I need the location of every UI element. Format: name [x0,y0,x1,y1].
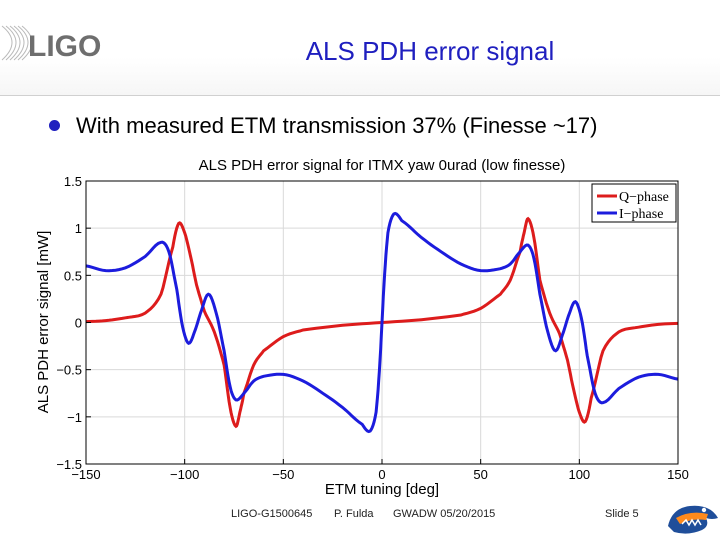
footer-author: P. Fulda [334,508,374,520]
footer-doc-id: LIGO-G1500645 [231,508,313,520]
x-tick-label: −150 [71,467,100,482]
y-tick-label: −1.5 [56,457,82,472]
x-tick-label: 50 [473,467,487,482]
y-ticks: 1.5 1 0.5 0 −0.5 −1 −1.5 [56,174,91,472]
bullet-text: With measured ETM transmission 37% (Fine… [76,113,598,138]
y-tick-label: 1 [75,221,82,236]
chart: −150 −100 −50 0 50 100 150 1.510.50−0.5−1−1.5 … [35,157,689,498]
x-tick-label: 100 [568,467,590,482]
chart-title: ALS PDH error signal for ITMX yaw 0urad … [199,157,566,174]
footer-meeting: GWADW 05/20/2015 [393,508,496,520]
grid [86,181,678,464]
legend: Q−phase I−phase [591,183,677,223]
header-band [0,0,720,95]
x-tick-label: −100 [170,467,199,482]
uf-gator-logo [668,505,718,534]
header-divider [0,95,720,96]
x-tick-label: 0 [378,467,385,482]
x-ticks: −150 −100 −50 0 50 100 150 [71,459,689,482]
series [85,211,679,434]
x-tick-label: −50 [272,467,294,482]
ligo-logo: LIGO [1,25,101,63]
y-tick-label: −0.5 [56,363,82,378]
footer-slide-number: Slide 5 [605,508,639,520]
legend-label-q-phase: Q−phase [619,190,669,205]
legend-label-i-phase: I−phase [619,207,663,222]
bullet-icon [49,120,60,131]
logo-text: LIGO [28,30,101,63]
y-tick-label: −1 [67,410,82,425]
slide-title: ALS PDH error signal [305,36,555,66]
legend-box [591,183,677,223]
x-axis-label: ETM tuning [deg] [325,481,439,498]
i-phase-line [85,211,679,434]
y-tick-label: 0 [75,316,82,331]
y-tick-label: 0.5 [64,268,82,283]
footer: LIGO-G1500645 P. Fulda GWADW 05/20/2015 … [0,508,720,524]
x-tick-label: 150 [667,467,689,482]
ligo-arc-icon [1,25,33,61]
y-axis-label: ALS PDH error signal [mW] [35,231,52,414]
y-tick-label: 1.5 [64,174,82,189]
